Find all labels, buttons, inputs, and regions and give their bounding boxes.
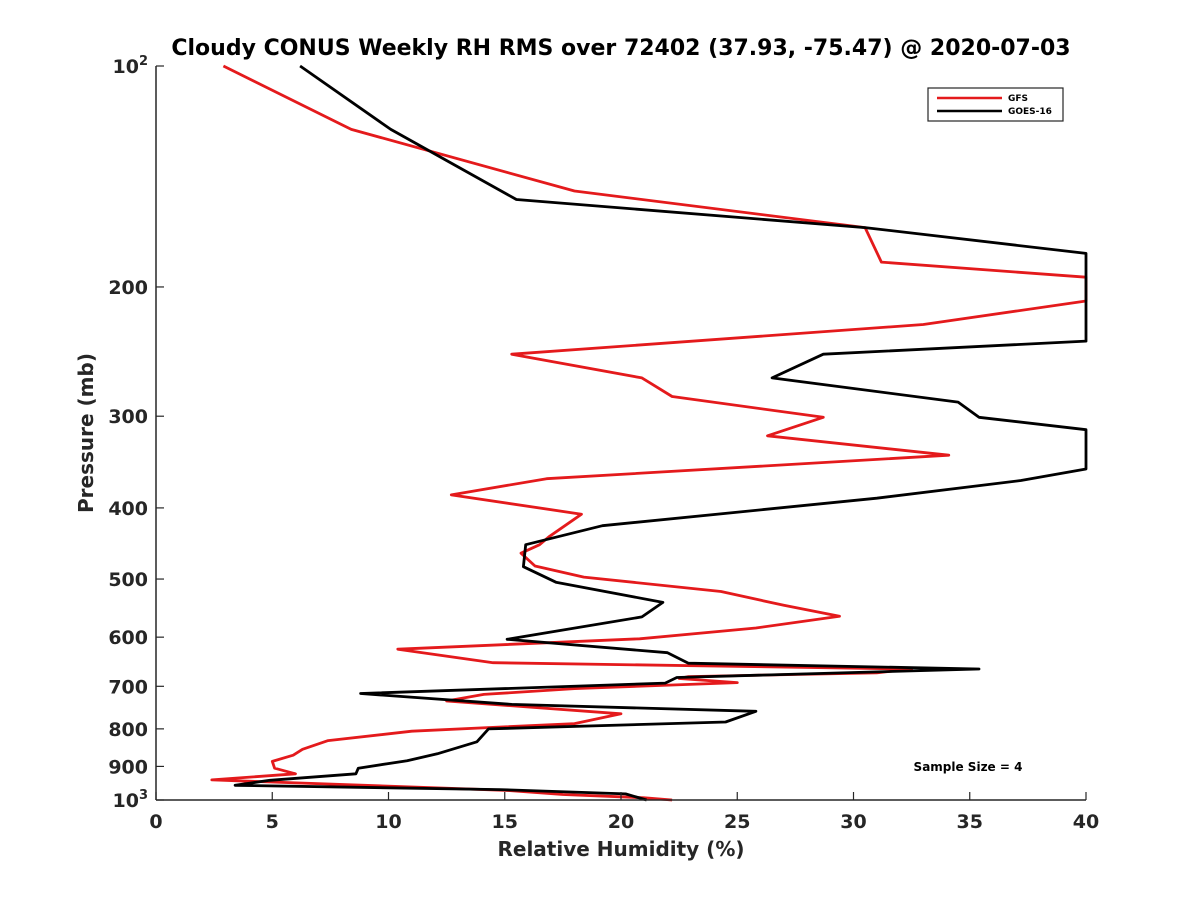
series-layer — [210, 64, 1088, 802]
x-tick-label: 30 — [840, 811, 866, 833]
y-tick-label: 400 — [108, 498, 148, 520]
x-tick-label: 25 — [724, 811, 750, 833]
y-tick-layer: 102 200 300 400 500 600 700 800 900 103 — [108, 54, 164, 812]
y-tick-label: 900 — [108, 756, 148, 778]
series-line-goes-16 — [233, 64, 1088, 802]
x-tick-label: 35 — [957, 811, 983, 833]
chart-title: Cloudy CONUS Weekly RH RMS over 72402 (3… — [171, 36, 1070, 61]
legend: GFS GOES-16 — [927, 87, 1064, 122]
x-tick-label: 0 — [149, 811, 162, 833]
x-tick-layer: 0 5 10 15 20 25 30 35 40 — [149, 792, 1099, 833]
y-tick-label: 800 — [108, 719, 148, 741]
y-tick-label: 600 — [108, 627, 148, 649]
legend-label: GOES-16 — [1008, 107, 1052, 117]
y-axis-label: Pressure (mb) — [74, 353, 98, 513]
x-tick-label: 10 — [375, 811, 401, 833]
y-tick-label: 300 — [108, 406, 148, 428]
y-tick-label: 103 — [113, 788, 149, 812]
x-tick-label: 20 — [608, 811, 634, 833]
y-tick-label: 200 — [108, 277, 148, 299]
series-line-gfs — [210, 64, 1088, 802]
y-tick-label: 500 — [108, 569, 148, 591]
sample-size-annotation: Sample Size = 4 — [914, 760, 1023, 774]
x-tick-label: 15 — [492, 811, 518, 833]
y-tick-label: 102 — [113, 54, 149, 78]
legend-label: GFS — [1008, 94, 1028, 104]
legend-box — [927, 87, 1064, 122]
x-tick-label: 40 — [1073, 811, 1099, 833]
x-tick-label: 5 — [266, 811, 279, 833]
x-axis-label: Relative Humidity (%) — [497, 837, 744, 861]
y-tick-label: 700 — [108, 676, 148, 698]
